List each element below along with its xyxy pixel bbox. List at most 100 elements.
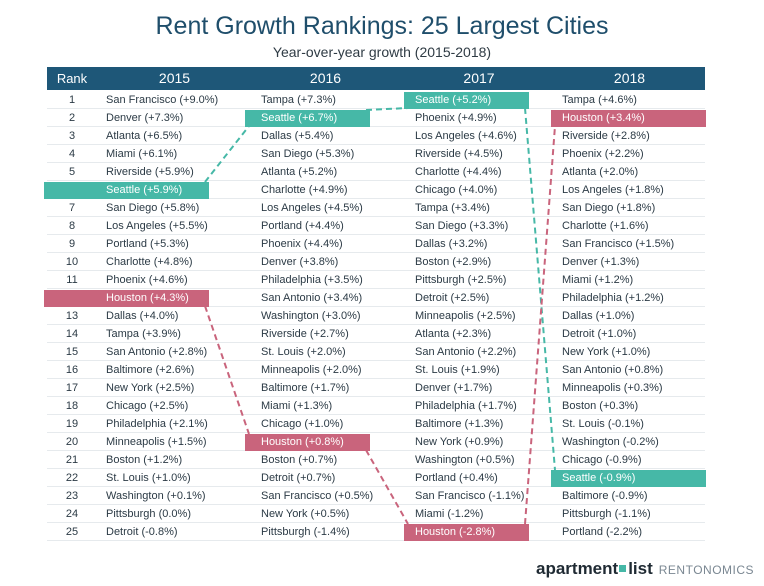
city-cell-2018: Minneapolis (+0.3%) xyxy=(562,382,663,394)
row-divider xyxy=(47,162,705,163)
city-cell-2017: Portland (+0.4%) xyxy=(415,472,498,484)
row-divider xyxy=(47,288,705,289)
highlight-houston-2018 xyxy=(551,109,706,127)
rank-cell: 2 xyxy=(68,112,76,124)
city-cell-2016: New York (+0.5%) xyxy=(261,508,350,520)
city-cell-2015: San Antonio (+2.8%) xyxy=(106,346,208,358)
city-cell-2017: New York (+0.9%) xyxy=(415,436,504,448)
city-cell-2018: Denver (+1.3%) xyxy=(562,256,640,268)
connector-seattle-2015-2016 xyxy=(204,125,250,183)
city-cell-2017: Pittsburgh (+2.5%) xyxy=(415,274,507,286)
highlight-houston-2017 xyxy=(404,523,529,541)
connector-houston-2017-2018 xyxy=(524,125,556,525)
city-cell-2017: St. Louis (+1.9%) xyxy=(415,364,500,376)
city-cell-2018: San Antonio (+0.8%) xyxy=(562,364,664,376)
city-cell-2016: Washington (+3.0%) xyxy=(261,310,361,322)
brand-name-part1: apartment xyxy=(536,559,619,578)
city-cell-2015: Seattle (+5.9%) xyxy=(106,184,183,196)
city-cell-2017: Atlanta (+2.3%) xyxy=(415,328,492,340)
city-cell-2018: Chicago (-0.9%) xyxy=(562,454,642,466)
city-cell-2016: Portland (+4.4%) xyxy=(261,220,344,232)
city-cell-2017: Denver (+1.7%) xyxy=(415,382,493,394)
city-cell-2018: Detroit (+1.0%) xyxy=(562,328,637,340)
city-cell-2015: Riverside (+5.9%) xyxy=(106,166,194,178)
city-cell-2018: Phoenix (+2.2%) xyxy=(562,148,644,160)
rank-cell: 1 xyxy=(68,94,76,106)
connector-houston-2016-2017 xyxy=(365,449,409,525)
city-cell-2017: Chicago (+4.0%) xyxy=(415,184,498,196)
rank-header: Rank xyxy=(56,71,88,86)
city-cell-2018: San Diego (+1.8%) xyxy=(562,202,656,214)
city-cell-2017: Houston (-2.8%) xyxy=(415,526,496,538)
row-divider xyxy=(47,324,705,325)
rank-cell: 22 xyxy=(65,472,79,484)
rank-cell: 20 xyxy=(65,436,79,448)
city-cell-2018: Riverside (+2.8%) xyxy=(562,130,650,142)
city-cell-2016: Houston (+0.8%) xyxy=(261,436,344,448)
city-cell-2015: Washington (+0.1%) xyxy=(106,490,206,502)
city-cell-2015: Atlanta (+6.5%) xyxy=(106,130,183,142)
row-divider xyxy=(47,198,705,199)
year-header-2018: 2018 xyxy=(613,70,646,86)
city-cell-2018: Houston (+3.4%) xyxy=(562,112,645,124)
city-cell-2016: Chicago (+1.0%) xyxy=(261,418,344,430)
city-cell-2015: Denver (+7.3%) xyxy=(106,112,184,124)
row-divider xyxy=(47,216,705,217)
table-header: Rank 2015 2016 2017 2018 xyxy=(47,67,705,90)
chart-subtitle: Year-over-year growth (2015-2018) xyxy=(272,44,492,60)
row-divider xyxy=(47,270,705,271)
highlight-seattle-2015 xyxy=(44,181,209,199)
rank-cell: 8 xyxy=(68,220,76,232)
city-cell-2018: Atlanta (+2.0%) xyxy=(562,166,639,178)
city-cell-2015: Tampa (+3.9%) xyxy=(106,328,181,340)
city-cell-2015: Portland (+5.3%) xyxy=(106,238,189,250)
row-divider xyxy=(47,414,705,415)
city-cell-2018: Miami (+1.2%) xyxy=(562,274,634,286)
city-cell-2018: St. Louis (-0.1%) xyxy=(562,418,644,430)
row-divider xyxy=(47,378,705,379)
city-cell-2017: Boston (+2.9%) xyxy=(415,256,492,268)
city-cell-2015: Los Angeles (+5.5%) xyxy=(106,220,208,232)
city-cell-2017: Dallas (+3.2%) xyxy=(415,238,488,250)
city-cell-2015: Detroit (-0.8%) xyxy=(106,526,178,538)
city-cell-2016: Boston (+0.7%) xyxy=(261,454,338,466)
year-header-2017: 2017 xyxy=(463,70,495,86)
city-cell-2015: San Francisco (+9.0%) xyxy=(106,94,219,106)
row-divider xyxy=(47,360,705,361)
connector-seattle-2016-2017 xyxy=(365,107,409,111)
city-cell-2016: San Diego (+5.3%) xyxy=(261,148,355,160)
city-cell-2016: Charlotte (+4.9%) xyxy=(261,184,348,196)
rank-cell: 11 xyxy=(66,274,78,286)
rank-cell: 5 xyxy=(68,166,76,178)
city-cell-2015: St. Louis (+1.0%) xyxy=(106,472,191,484)
city-cell-2017: Riverside (+4.5%) xyxy=(415,148,503,160)
city-cell-2017: San Francisco (-1.1%) xyxy=(415,490,525,502)
rank-cell: 14 xyxy=(65,328,79,340)
city-cell-2015: Chicago (+2.5%) xyxy=(106,400,189,412)
highlight-houston-2016 xyxy=(245,433,370,451)
row-divider xyxy=(47,450,705,451)
city-cell-2015: New York (+2.5%) xyxy=(106,382,195,394)
rank-cell: 19 xyxy=(65,418,79,430)
rank-cell: 16 xyxy=(65,364,79,376)
rank-cell: 25 xyxy=(65,526,79,538)
city-cell-2016: Baltimore (+1.7%) xyxy=(261,382,350,394)
city-cell-2016: St. Louis (+2.0%) xyxy=(261,346,346,358)
city-cell-2016: Miami (+1.3%) xyxy=(261,400,333,412)
highlight-seattle-2017 xyxy=(404,91,529,109)
rank-cell: 9 xyxy=(68,238,76,250)
rank-cell: 10 xyxy=(65,256,79,268)
city-cell-2017: San Diego (+3.3%) xyxy=(415,220,509,232)
logo-mark-icon xyxy=(619,565,627,572)
city-cell-2015: Philadelphia (+2.1%) xyxy=(106,418,208,430)
year-header-2016: 2016 xyxy=(309,70,342,86)
city-cell-2015: Baltimore (+2.6%) xyxy=(106,364,195,376)
rank-cell: 24 xyxy=(65,508,79,520)
rank-cell: 7 xyxy=(68,202,76,214)
row-divider xyxy=(47,144,705,145)
row-divider xyxy=(47,126,705,127)
city-cell-2016: Phoenix (+4.4%) xyxy=(261,238,343,250)
row-divider xyxy=(47,486,705,487)
year-header-2015: 2015 xyxy=(158,70,191,86)
city-cell-2015: Pittsburgh (0.0%) xyxy=(106,508,191,520)
